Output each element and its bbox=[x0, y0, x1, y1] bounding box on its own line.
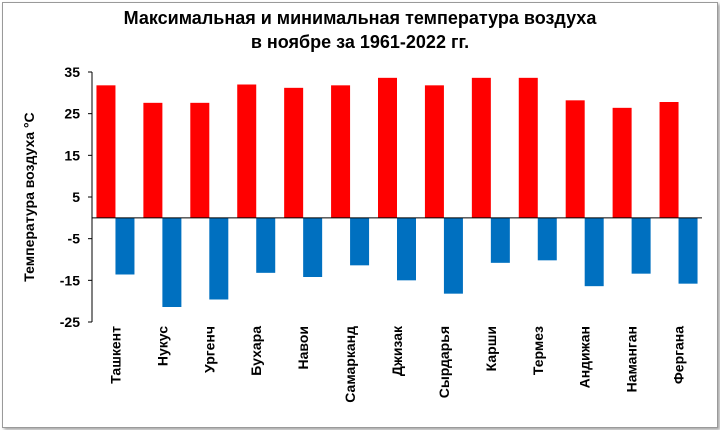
x-tick-label: Джизак bbox=[389, 325, 405, 376]
y-tick-label: -25 bbox=[60, 314, 80, 330]
max-temp-bar bbox=[471, 77, 491, 218]
x-tick-label: Карши bbox=[483, 326, 499, 371]
min-temp-bar bbox=[256, 217, 276, 273]
chart-title-line2: в ноябре за 1961-2022 гг. bbox=[250, 32, 470, 52]
x-tick-label: Самарканд bbox=[342, 326, 358, 403]
max-temp-bar bbox=[612, 107, 632, 218]
y-tick-label: 15 bbox=[64, 147, 80, 163]
chart-title: Максимальная и минимальная температура в… bbox=[0, 6, 720, 54]
y-axis-label: Температура воздуха °С bbox=[21, 112, 37, 281]
max-temp-bar bbox=[565, 100, 585, 218]
y-tick-label: -15 bbox=[60, 272, 80, 288]
x-tick-label: Фергана bbox=[671, 326, 687, 384]
max-temp-bar bbox=[284, 87, 304, 218]
y-tick-label: 5 bbox=[72, 189, 80, 205]
min-temp-bar bbox=[162, 217, 182, 307]
x-tick-label: Ташкент bbox=[107, 326, 123, 384]
min-temp-bar bbox=[678, 217, 698, 284]
x-tick-label: Нукус bbox=[154, 326, 170, 366]
max-temp-bar bbox=[331, 85, 351, 218]
min-temp-bar bbox=[303, 217, 323, 277]
y-tick-label: 25 bbox=[64, 106, 80, 122]
min-temp-bar bbox=[209, 217, 229, 300]
max-temp-bar bbox=[659, 102, 679, 218]
max-temp-bar bbox=[143, 102, 163, 218]
min-temp-bar bbox=[537, 217, 557, 261]
min-temp-bar bbox=[350, 217, 370, 266]
x-tick-label: Термез bbox=[530, 326, 546, 375]
max-temp-bar bbox=[378, 77, 397, 218]
max-temp-bar bbox=[190, 102, 210, 218]
x-tick-label: Ургенч bbox=[201, 326, 217, 373]
min-temp-bar bbox=[584, 217, 604, 287]
max-temp-bar bbox=[424, 85, 444, 218]
x-tick-label: Наманган bbox=[624, 326, 640, 392]
x-tick-label: Бухара bbox=[248, 326, 264, 376]
min-temp-bar bbox=[397, 217, 416, 281]
x-tick-label: Навои bbox=[295, 326, 311, 369]
y-tick-label: 35 bbox=[64, 64, 80, 80]
x-tick-label: Сырдарья bbox=[436, 326, 452, 398]
max-temp-bar bbox=[237, 84, 257, 218]
x-tick-label: Андижан bbox=[577, 326, 593, 388]
max-temp-bar bbox=[96, 85, 116, 218]
plot-area: 35 25 15 5 -5 -15 -25 Ташкент Нукус Ургенч Бухара Н… bbox=[60, 64, 702, 403]
min-temp-bar bbox=[631, 217, 651, 274]
min-temp-bar bbox=[115, 217, 135, 275]
min-temp-bar bbox=[443, 217, 463, 294]
min-temp-bar bbox=[490, 217, 510, 263]
max-temp-bar bbox=[518, 77, 538, 218]
chart-title-line1: Максимальная и минимальная температура в… bbox=[123, 8, 597, 28]
y-tick-label: -5 bbox=[68, 231, 81, 247]
